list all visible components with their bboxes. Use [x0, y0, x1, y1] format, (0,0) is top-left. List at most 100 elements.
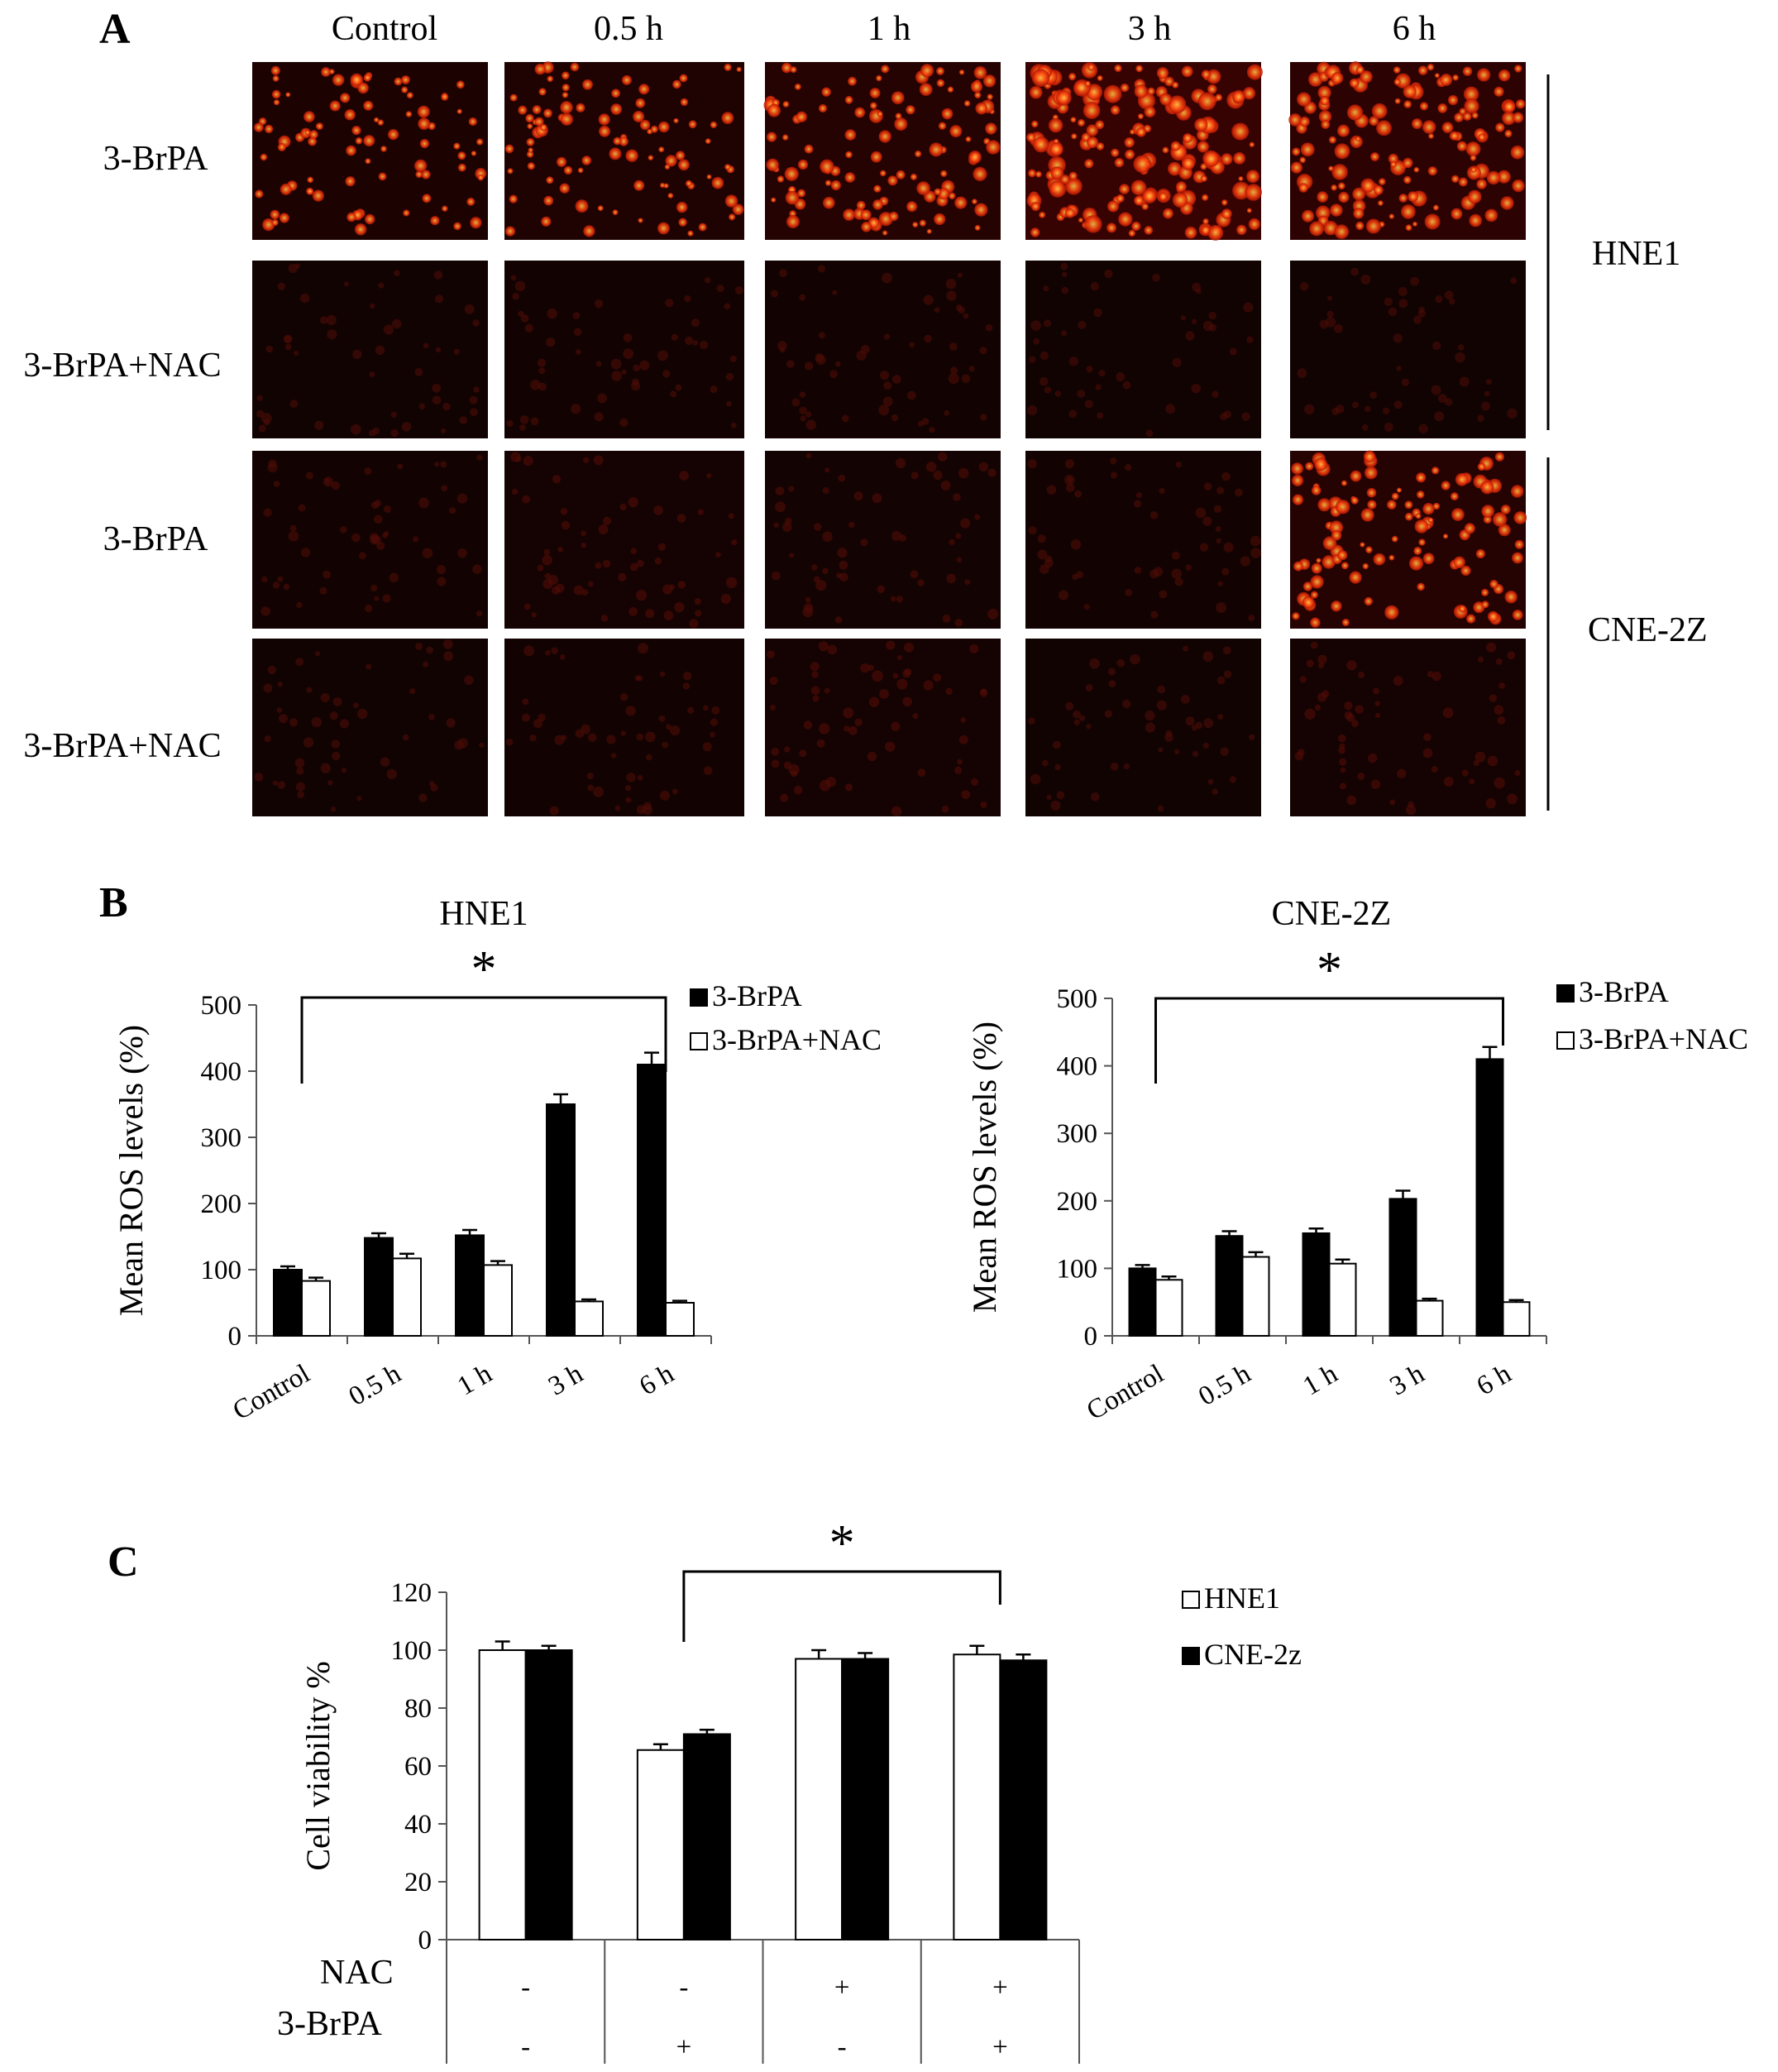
cell-dot [365, 604, 373, 613]
cell-dot [351, 533, 361, 543]
cell-dot [573, 585, 584, 596]
cell-dot [1398, 287, 1408, 296]
cell-dot [561, 520, 571, 530]
cell-dot [1321, 120, 1331, 129]
cell-dot [1202, 150, 1220, 167]
cell-dot [662, 741, 669, 749]
cell-dot [1229, 347, 1237, 356]
cell-dot [1030, 227, 1040, 237]
cell-dot [1339, 758, 1347, 767]
cell-dot [380, 146, 387, 152]
cell-dot [1044, 558, 1054, 567]
cell-dot [705, 277, 711, 284]
cell-dot [401, 86, 409, 93]
cell-dot [1290, 161, 1302, 174]
cell-dot [1334, 224, 1350, 240]
cell-dot [671, 333, 678, 341]
cell-dot [797, 189, 806, 198]
cell-dot [1168, 161, 1182, 176]
cell-dot [1221, 199, 1228, 206]
micrograph-background [765, 639, 1001, 816]
cell-dot [1384, 422, 1393, 432]
cell-dot [650, 125, 658, 133]
panel-b-letter: B [99, 879, 128, 926]
cell-dot [1097, 74, 1103, 81]
cell-dot [973, 166, 987, 181]
cell-dot [1456, 141, 1467, 151]
bar [999, 1659, 1048, 1940]
cell-dot [1033, 337, 1040, 345]
cell-dot [1054, 390, 1062, 397]
legend-swatch [1182, 1591, 1200, 1609]
cell-dot [954, 618, 963, 627]
cell-dot [346, 145, 356, 156]
cell-dot [1337, 182, 1345, 190]
cell-dot [1134, 195, 1144, 206]
cell-dot [340, 93, 351, 103]
cell-dot [925, 462, 937, 472]
cell-dot [364, 467, 372, 476]
cell-dot [329, 100, 341, 112]
cell-dot [1221, 567, 1230, 576]
cell-dot [1341, 618, 1350, 627]
cell-dot [261, 576, 268, 583]
cell-dot [687, 230, 694, 237]
x-tick-label: 1 h [452, 1359, 497, 1402]
cell-dot [630, 562, 638, 572]
cell-dot [945, 279, 957, 290]
cell-dot [732, 203, 744, 215]
cell-dot [1250, 535, 1261, 547]
row-label: 3-BrPA [103, 520, 208, 558]
cell-dot [1477, 68, 1491, 82]
cell-dot [559, 183, 570, 194]
cell-dot [1044, 386, 1052, 394]
cell-dot [636, 733, 643, 741]
cell-dot [678, 218, 687, 227]
cell-dot [1040, 377, 1049, 386]
cell-dot [941, 805, 949, 813]
cell-dot [1497, 170, 1511, 184]
cell-dot [1122, 699, 1131, 709]
cell-dot [1320, 96, 1330, 106]
cell-dot [1396, 366, 1402, 371]
cell-dot [441, 485, 448, 492]
cell-dot [1489, 694, 1498, 702]
treatment-row-label: 3-BrPA [277, 2005, 382, 2043]
cell-dot [626, 773, 636, 782]
cell-dot [383, 324, 394, 335]
cell-dot [1061, 271, 1068, 278]
cell-dot [1362, 562, 1369, 570]
cell-dot [1164, 733, 1173, 742]
cell-dot [426, 646, 434, 654]
cell-dot [1408, 556, 1424, 571]
cell-dot [414, 159, 428, 172]
y-tick-label: 200 [201, 1189, 242, 1219]
cell-dot [944, 410, 950, 416]
cell-dot [633, 364, 640, 372]
cell-dot [1249, 734, 1255, 740]
cell-dot [1068, 171, 1078, 180]
cell-dot [422, 548, 433, 558]
cell-dot [1376, 120, 1392, 136]
cell-dot [344, 109, 356, 121]
legend-label: 3-BrPA+NAC [1579, 1022, 1748, 1055]
cell-dot [703, 705, 709, 711]
cell-dot [1208, 312, 1216, 320]
cell-dot [527, 162, 535, 170]
cell-dot [921, 418, 930, 425]
cell-dot [810, 686, 820, 696]
cell-dot [1428, 133, 1434, 139]
legend-swatch [690, 988, 708, 1007]
cell-dot [1199, 543, 1209, 552]
micrograph-image [252, 62, 488, 240]
cell-dot [929, 142, 944, 157]
cell-dot [1495, 658, 1503, 665]
cell-dot [834, 616, 843, 624]
cell-dot [777, 175, 785, 183]
cell-dot [610, 753, 617, 758]
cell-dot [271, 218, 279, 227]
cell-dot [895, 112, 902, 120]
bar [665, 1302, 695, 1337]
cell-dot [443, 651, 454, 662]
cell-dot [466, 197, 476, 206]
